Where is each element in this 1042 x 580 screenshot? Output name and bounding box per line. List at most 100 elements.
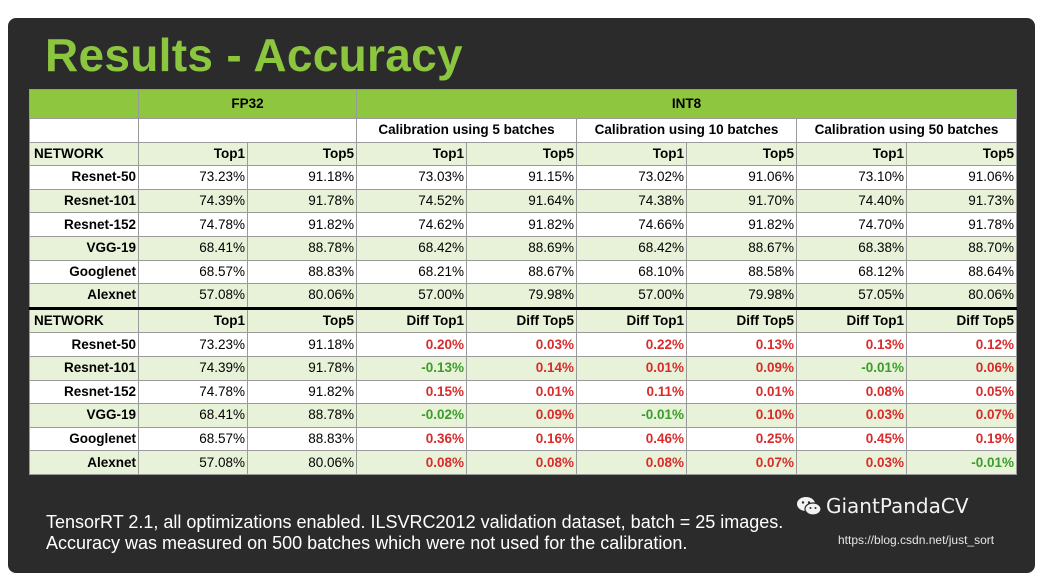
column-header: Diff Top5 <box>905 306 1018 334</box>
table-cell: 0.10% <box>686 403 797 428</box>
column-header: Diff Top5 <box>686 306 797 334</box>
table-cell: 0.22% <box>576 332 687 357</box>
calibration-header-empty <box>29 118 139 143</box>
network-name: Resnet-101 <box>29 355 139 381</box>
table-cell: 91.78% <box>247 188 357 214</box>
table-cell: 91.70% <box>686 188 797 214</box>
table-cell: -0.01% <box>576 403 687 428</box>
table-cell: 0.19% <box>905 426 1018 452</box>
group-header-int8: INT8 <box>355 89 1018 119</box>
column-header: Top1 <box>796 141 907 167</box>
table-cell: 74.62% <box>356 212 467 237</box>
table-cell: 80.06% <box>247 283 357 309</box>
network-name: Alexnet <box>29 283 139 309</box>
column-header: Top1 <box>576 141 687 167</box>
table-cell: 0.07% <box>905 403 1018 428</box>
column-header: Diff Top5 <box>466 306 577 334</box>
table-cell: 91.73% <box>905 188 1018 214</box>
table-cell: 68.42% <box>356 235 467 261</box>
table-cell: 57.00% <box>576 283 687 309</box>
table-cell: 91.06% <box>686 165 797 190</box>
network-name: Googlenet <box>29 259 139 285</box>
table-cell: 74.39% <box>138 355 248 381</box>
network-name: Alexnet <box>29 450 139 475</box>
table-cell: 0.03% <box>796 450 907 475</box>
table-cell: 68.42% <box>576 235 687 261</box>
table-cell: 0.20% <box>356 332 467 357</box>
table-cell: 0.15% <box>356 379 467 405</box>
table-cell: 57.00% <box>356 283 467 309</box>
table-cell: 0.01% <box>576 355 687 381</box>
table-cell: 88.67% <box>686 235 797 261</box>
table-row: Resnet-101 74.39% 91.78% 74.52% 91.64% 74.38%… <box>29 188 1018 214</box>
table-row: Resnet-152 74.78% 91.82% 0.15% 0.01% 0.11% 0.0… <box>29 379 1018 405</box>
wechat-icon <box>796 496 822 516</box>
table-cell: 80.06% <box>247 450 357 475</box>
table-cell: 79.98% <box>466 283 577 309</box>
table-cell: 0.08% <box>466 450 577 475</box>
table-row: Resnet-101 74.39% 91.78% -0.13% 0.14% 0.01% 0.… <box>29 355 1018 381</box>
footnote-line-2: Accuracy was measured on 500 batches whi… <box>46 533 688 553</box>
table-cell: 0.14% <box>466 355 577 381</box>
table-row: VGG-19 68.41% 88.78% 68.42% 88.69% 68.42% 88.6… <box>29 235 1018 261</box>
table-cell: 68.57% <box>138 426 248 452</box>
slide: Results - Accuracy FP32 INT8 Calibration… <box>8 18 1035 573</box>
table-cell: 68.38% <box>796 235 907 261</box>
table-cell: 74.40% <box>796 188 907 214</box>
table-cell: 88.64% <box>905 259 1018 285</box>
column-header: Diff Top1 <box>796 306 907 334</box>
table-cell: 68.12% <box>796 259 907 285</box>
network-name: Resnet-152 <box>29 212 139 237</box>
column-header: Top1 <box>138 141 248 167</box>
table-cell: 91.18% <box>247 165 357 190</box>
table-cell: 0.46% <box>576 426 687 452</box>
watermark-url: https://blog.csdn.net/just_sort <box>838 533 995 547</box>
table-cell: 91.82% <box>466 212 577 237</box>
network-name: VGG-19 <box>29 235 139 261</box>
table-cell: 91.18% <box>247 332 357 357</box>
table-cell: 0.05% <box>905 379 1018 405</box>
table-row: Resnet-50 73.23% 91.18% 73.03% 91.15% 73.02% 9… <box>29 165 1018 190</box>
table-cell: 74.38% <box>576 188 687 214</box>
table-cell: 80.06% <box>905 283 1018 309</box>
table-cell: 88.78% <box>247 403 357 428</box>
table-cell: 91.06% <box>905 165 1018 190</box>
table-cell: 74.70% <box>796 212 907 237</box>
column-header-row: NETWORK Top1 Top5 Top1 Top5 Top1 Top5 Top1 Top5 <box>29 141 1018 167</box>
table-cell: 57.08% <box>138 450 248 475</box>
table-cell: 91.78% <box>247 355 357 381</box>
network-name: Googlenet <box>29 426 139 452</box>
table-cell: 88.83% <box>247 426 357 452</box>
table-cell: 0.08% <box>796 379 907 405</box>
table-cell: 68.10% <box>576 259 687 285</box>
table-cell: 74.78% <box>138 379 248 405</box>
table-cell: 68.21% <box>356 259 467 285</box>
column-header-network: NETWORK <box>29 141 139 167</box>
network-name: Resnet-50 <box>29 165 139 190</box>
table-row: VGG-19 68.41% 88.78% -0.02% 0.09% -0.01% 0.10%… <box>29 403 1018 428</box>
table-cell: 0.01% <box>686 379 797 405</box>
column-header: Top5 <box>247 141 357 167</box>
table-cell: 0.11% <box>576 379 687 405</box>
table-cell: 74.52% <box>356 188 467 214</box>
calibration-header-row: Calibration using 5 batches Calibration … <box>29 118 1018 143</box>
table-cell: 68.57% <box>138 259 248 285</box>
table-cell: 88.67% <box>466 259 577 285</box>
column-header: Top5 <box>686 141 797 167</box>
table-row: Resnet-50 73.23% 91.18% 0.20% 0.03% 0.22% 0.13… <box>29 332 1018 357</box>
table-cell: 79.98% <box>686 283 797 309</box>
table-cell: 0.13% <box>686 332 797 357</box>
table-cell: 91.82% <box>247 379 357 405</box>
network-name: VGG-19 <box>29 403 139 428</box>
table-cell: 0.12% <box>905 332 1018 357</box>
table-cell: 0.09% <box>466 403 577 428</box>
group-header-fp32: FP32 <box>138 89 357 119</box>
table-cell: 88.83% <box>247 259 357 285</box>
table-cell: 0.09% <box>686 355 797 381</box>
table-cell: 73.03% <box>356 165 467 190</box>
table-cell: 88.69% <box>466 235 577 261</box>
calibration-header-50: Calibration using 50 batches <box>795 118 1018 143</box>
accuracy-table: FP32 INT8 Calibration using 5 batches Ca… <box>29 89 1018 475</box>
footnote: TensorRT 2.1, all optimizations enabled.… <box>46 512 783 554</box>
column-header: Top5 <box>247 306 357 334</box>
